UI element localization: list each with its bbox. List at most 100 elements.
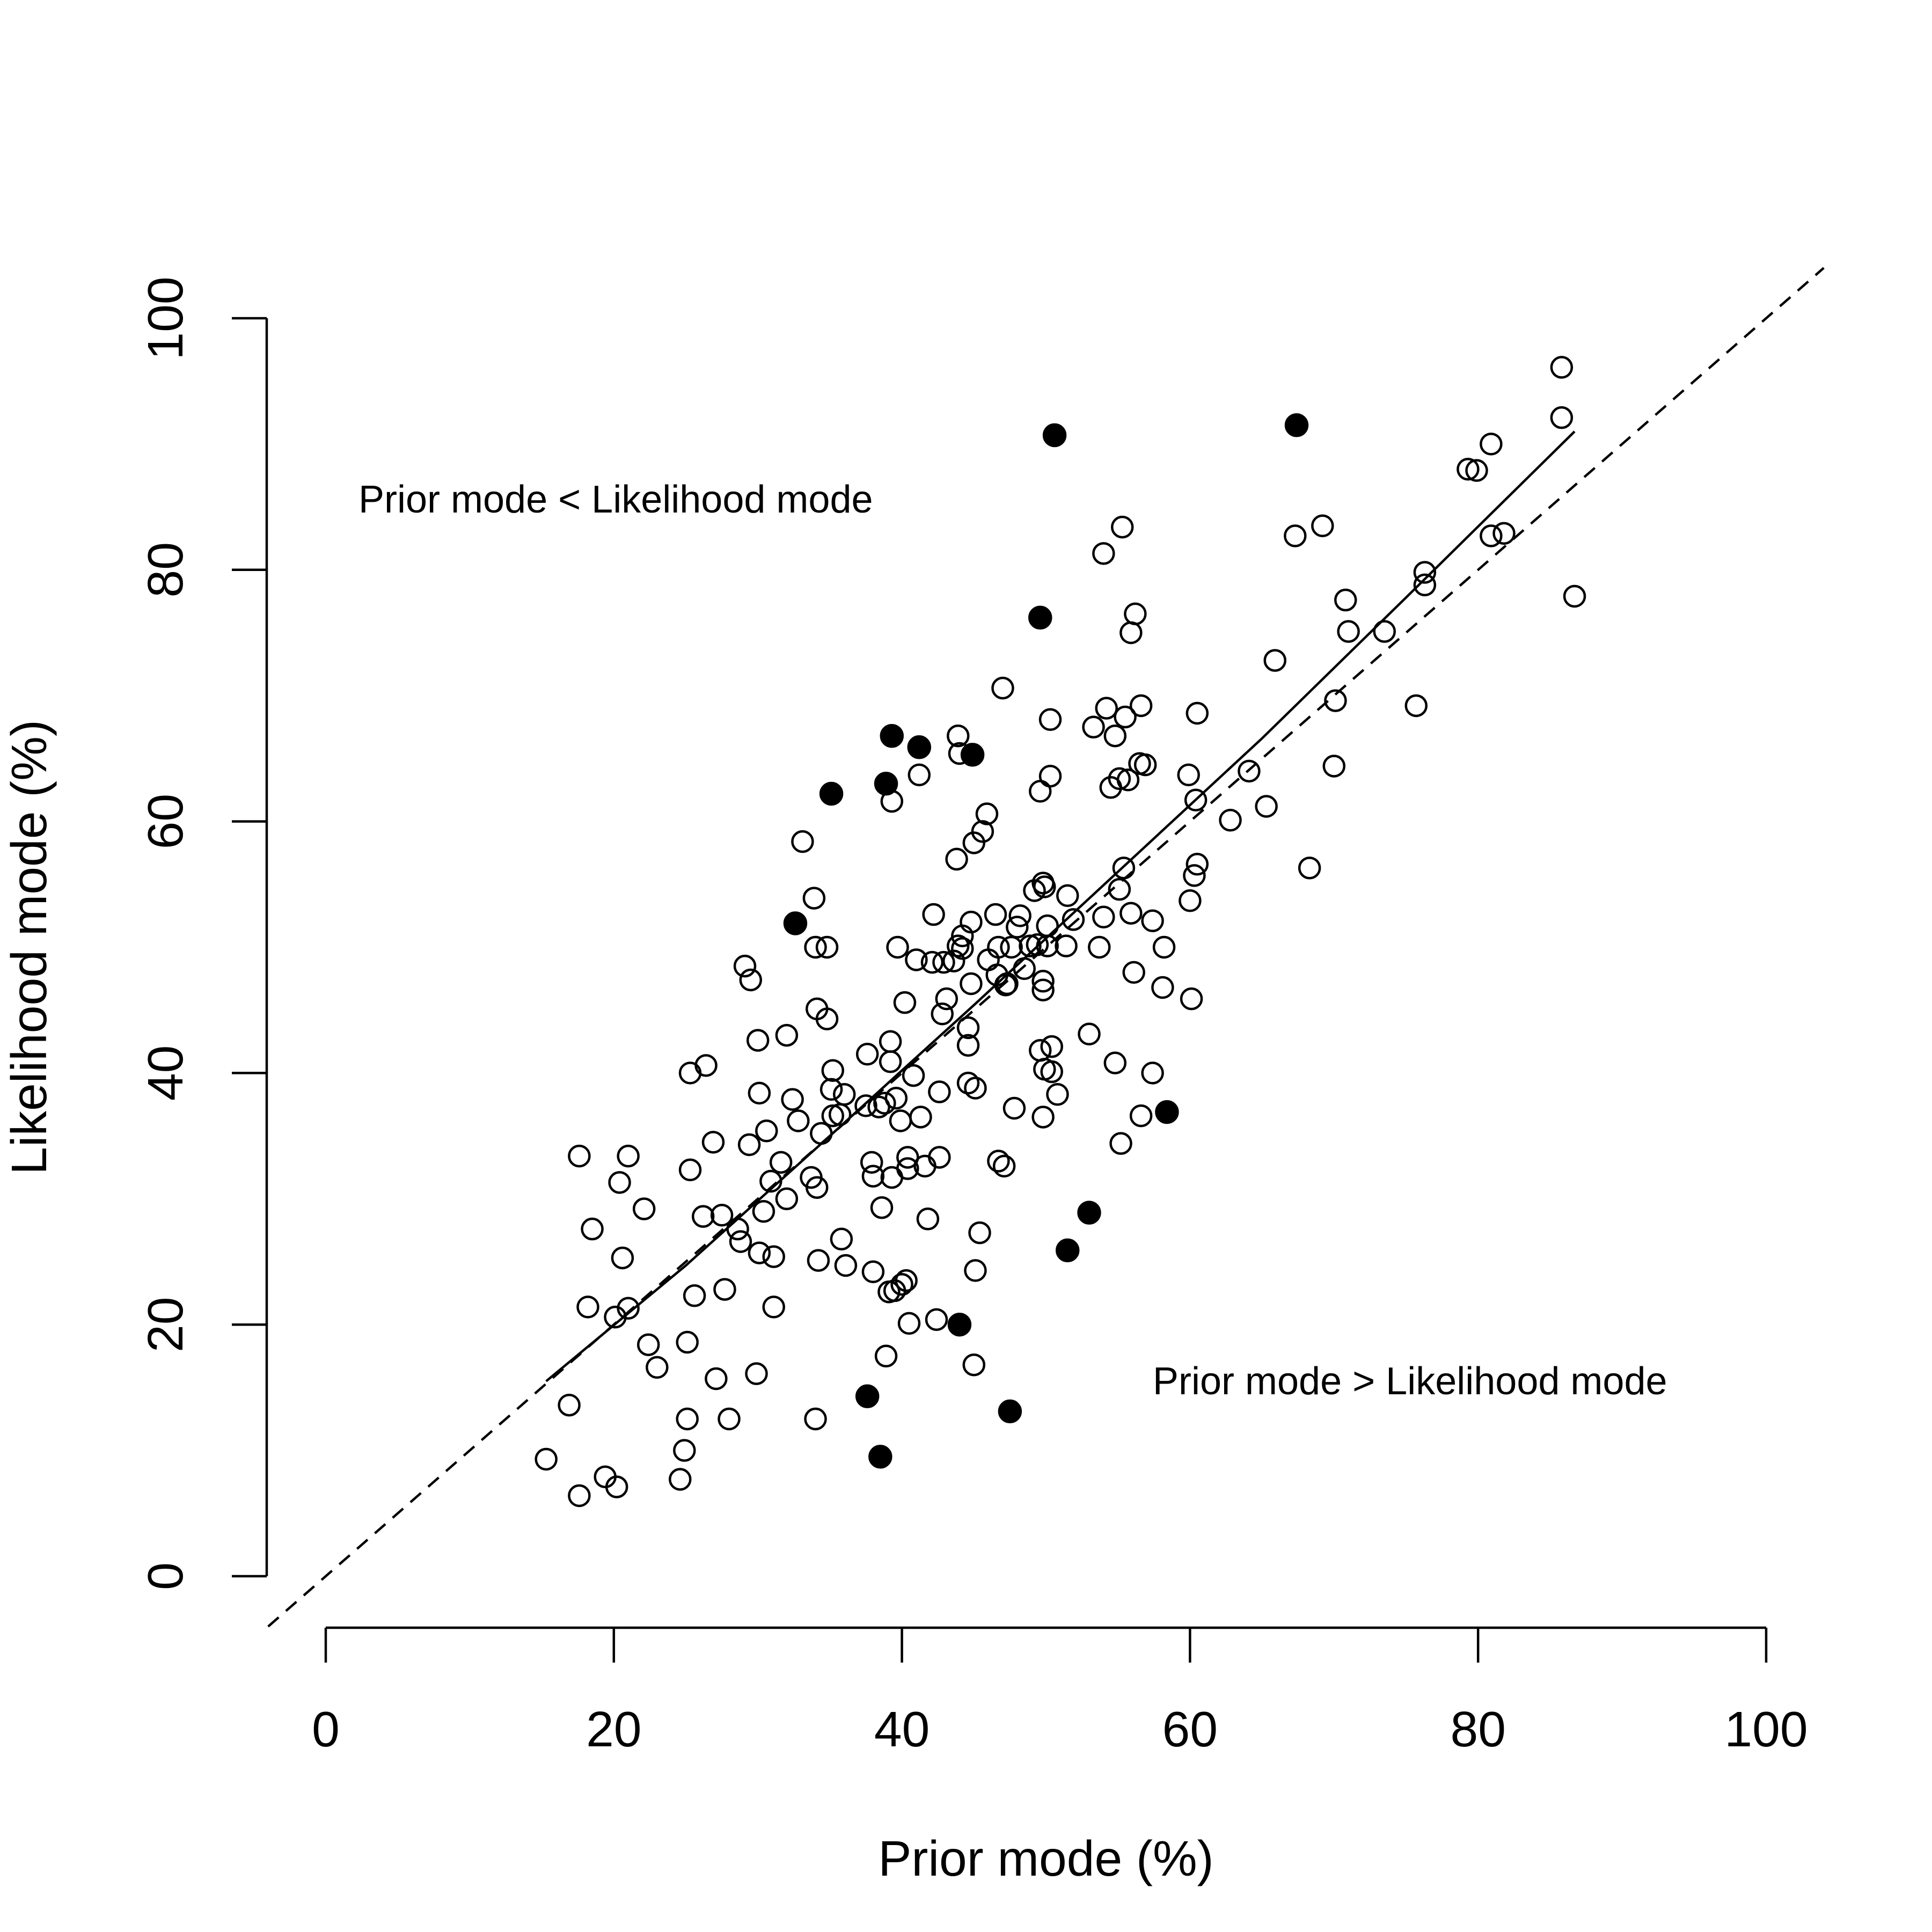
data-point [832, 1082, 856, 1106]
data-point [1082, 715, 1105, 739]
data-point [791, 830, 814, 853]
data-point [737, 1133, 761, 1157]
data-point [860, 1151, 883, 1174]
data-point [873, 1092, 896, 1115]
data-point [925, 1308, 948, 1331]
data-point [1116, 768, 1140, 792]
data-point [804, 1407, 827, 1431]
annotation-prior-greater: Prior mode > Likelihood mode [1153, 1360, 1667, 1403]
data-point [947, 934, 970, 957]
data-point [1255, 795, 1278, 818]
data-point [1103, 724, 1127, 748]
data-point [1078, 1022, 1101, 1045]
data-point [762, 1245, 785, 1268]
data-point [726, 1217, 749, 1241]
data-point [870, 1196, 894, 1219]
y-axis-label: Likelihood mode (%) [1, 720, 57, 1175]
data-point [987, 935, 1010, 959]
data-point [947, 724, 970, 748]
data-point [807, 1249, 830, 1272]
data-point [956, 1034, 980, 1057]
highlighted-point [907, 735, 932, 759]
data-point [1000, 935, 1023, 959]
data-point [1095, 697, 1118, 720]
data-point [568, 1144, 591, 1168]
data-point [678, 1158, 702, 1182]
data-point [908, 763, 931, 787]
data-point [1413, 573, 1437, 597]
data-point [815, 935, 839, 959]
annotation-prior-less: Prior mode < Likelihood mode [358, 478, 873, 521]
highlighted-point [1042, 423, 1067, 448]
data-point [932, 950, 955, 974]
data-point [861, 1165, 885, 1188]
data-point [745, 1362, 768, 1385]
highlighted-point [819, 781, 844, 806]
data-point [1219, 809, 1242, 832]
data-point [729, 1230, 752, 1253]
data-point [636, 1333, 660, 1356]
data-point [781, 1088, 804, 1111]
data-point [935, 987, 958, 1011]
data-point [909, 1106, 932, 1129]
data-point [971, 820, 994, 843]
data-point [1033, 875, 1056, 898]
data-point [1151, 976, 1174, 999]
data-point [834, 1254, 858, 1277]
data-point [1465, 459, 1488, 482]
data-point [718, 1407, 741, 1431]
highlighted-point [783, 911, 808, 935]
data-point [855, 1042, 879, 1066]
data-point [1036, 934, 1059, 957]
data-point [996, 972, 1019, 996]
data-point [1088, 935, 1111, 959]
data-point [931, 1002, 954, 1026]
data-point [1038, 764, 1062, 788]
data-point [951, 937, 974, 960]
data-point [928, 1146, 951, 1169]
fitted-trend-line [545, 430, 1576, 1382]
data-point [739, 968, 763, 992]
data-point [905, 948, 928, 971]
data-point [1109, 1132, 1132, 1155]
data-point [1092, 542, 1115, 565]
data-point [962, 1353, 986, 1377]
data-point [1184, 788, 1208, 812]
highlighted-point [1056, 1238, 1080, 1263]
data-point [701, 1131, 725, 1154]
data-point [733, 954, 757, 978]
data-point [710, 1204, 734, 1227]
x-axis-ticks: 0 20 40 60 80 100 [312, 1628, 1808, 1757]
data-point [975, 802, 999, 825]
data-point [861, 1260, 885, 1284]
data-point [879, 1050, 902, 1073]
highlighted-point [947, 1312, 972, 1337]
x-axis-label: Prior mode (%) [878, 1831, 1213, 1886]
data-point [992, 1154, 1016, 1178]
data-point [1114, 705, 1137, 729]
data-point [805, 1176, 829, 1199]
data-point [964, 1077, 987, 1100]
data-point [1180, 987, 1203, 1011]
highlighted-point [880, 723, 904, 748]
data-point [1141, 909, 1164, 933]
data-point [1040, 1060, 1063, 1084]
data-point [1284, 524, 1307, 547]
data-point [956, 1016, 980, 1040]
data-point [1179, 889, 1202, 912]
data-point [683, 1284, 706, 1307]
data-point [581, 1217, 604, 1241]
highlighted-point [1284, 413, 1309, 437]
data-point [815, 1007, 839, 1030]
highlighted-point [960, 743, 985, 767]
data-point [804, 935, 827, 959]
data-point [617, 1297, 640, 1320]
data-point [889, 1109, 912, 1132]
data-point [1238, 759, 1261, 783]
data-point [960, 910, 983, 934]
data-point [968, 1221, 991, 1245]
data-point [676, 1330, 699, 1354]
data-point [879, 1030, 902, 1053]
data-point [1040, 1035, 1063, 1058]
